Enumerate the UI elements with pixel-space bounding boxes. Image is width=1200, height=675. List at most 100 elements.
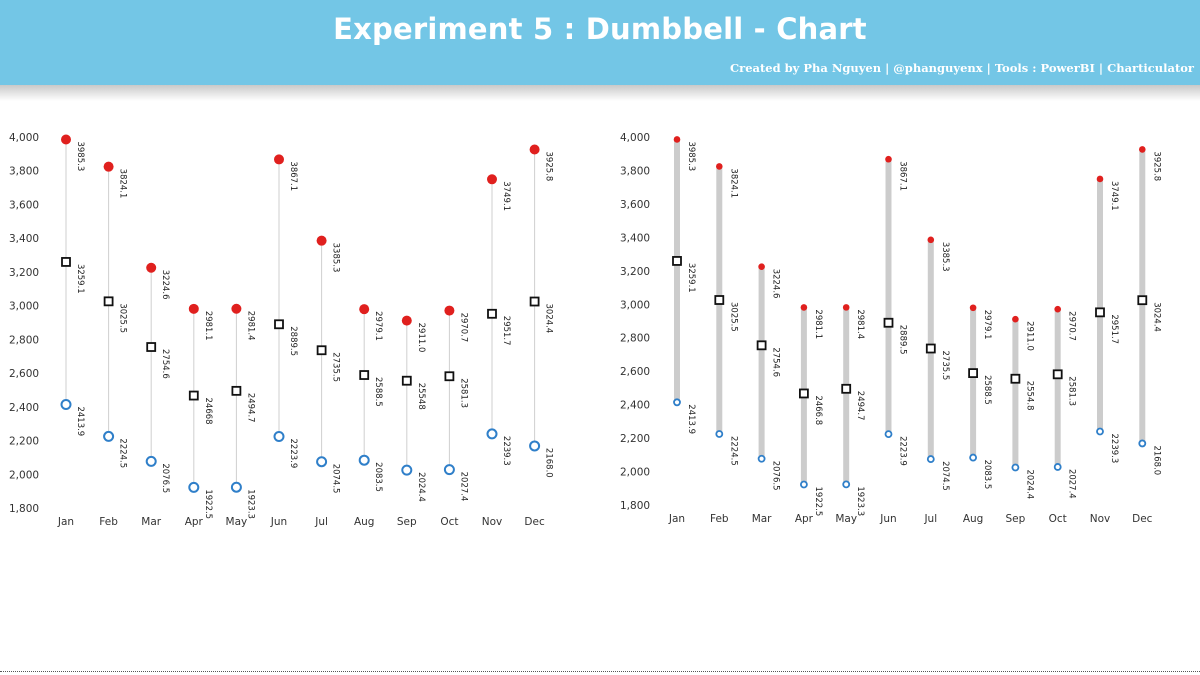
value-label-min: 2083.5 [982,460,992,490]
max-point [716,163,723,170]
min-point [926,455,935,463]
min-point [1053,463,1062,471]
x-tick-label: Mar [752,513,772,525]
value-label-avg: 3024.4 [1151,302,1161,332]
value-label-min: 2239.3 [1109,434,1119,464]
value-label-avg: 2581.3 [1067,376,1077,406]
max-point [758,263,765,271]
value-label-avg: 3259.1 [686,263,696,293]
min-point [358,454,370,466]
min-point [103,430,115,442]
value-label-min: 1923.3 [245,489,255,519]
min-point [188,481,200,493]
value-label-max: 3824.1 [728,168,738,198]
value-label-min: 1922.5 [203,489,213,519]
value-label-max: 2970.7 [1067,311,1077,341]
value-label-max: 2979.1 [373,311,383,341]
x-tick-label: Oct [440,516,458,528]
y-tick-label: 3,600 [620,199,650,211]
value-label-avg: 3025.5 [118,303,128,333]
value-label-min: 2024.4 [1024,469,1034,499]
y-tick-label: 3,200 [9,267,39,279]
dumbbell-chart-thin: 1,800 2,000 2,200 2,400 2,600 2,800 3,000 3,200… [0,120,590,540]
value-label-avg: 2735.5 [940,351,950,381]
value-label-max: 3824.1 [118,169,128,199]
y-tick-label: 2,200 [9,436,39,448]
average-marker [841,383,852,394]
value-label-max: 3867.1 [288,161,298,191]
max-point [231,303,242,314]
min-point [757,454,766,463]
y-tick-label: 3,200 [620,266,650,278]
min-point [884,430,893,438]
min-point [969,453,978,462]
max-point [316,235,327,246]
x-tick-label: Feb [99,516,118,528]
max-point [529,144,540,155]
value-label-max: 3985.3 [75,141,85,171]
value-label-min: 2239.3 [501,436,511,466]
y-tick-label: 4,000 [620,132,650,144]
value-label-avg: 24668 [203,398,213,425]
dumbbell-chart-thick: 1,800 2,000 2,200 2,400 2,600 2,800 3,000 3,200… [610,120,1200,540]
x-tick-label: Nov [482,516,503,528]
value-label-max: 2981.1 [203,311,213,341]
min-point [486,428,498,440]
max-point [800,304,808,311]
value-label-min: 2074.5 [331,464,341,494]
value-label-avg: 2951.7 [1109,314,1119,344]
average-marker [1095,307,1105,318]
y-tick-label: 3,600 [9,199,39,211]
average-marker [401,375,412,386]
average-marker [798,388,809,399]
min-point [316,456,328,468]
average-marker [925,343,936,354]
average-marker [146,342,157,352]
value-label-avg: 3024.4 [544,304,554,334]
y-tick-label: 3,800 [9,166,39,178]
min-point [1096,427,1104,436]
x-tick-label: Jan [57,516,74,528]
max-point [487,174,497,185]
max-point [1012,315,1019,323]
max-point [401,315,412,326]
chart-canvas-thick: 1,800 2,000 2,200 2,400 2,600 2,800 3,000 3,200… [620,132,1161,525]
value-label-min: 2224.5 [728,436,738,466]
header-banner: Experiment 5 : Dumbbell - Chart Created … [0,0,1200,85]
x-tick-label: Dec [524,516,545,528]
value-label-max: 3749.1 [1109,181,1119,211]
min-point [529,440,541,452]
bottom-border [0,671,1200,672]
min-point [443,464,455,476]
value-label-max: 2981.1 [813,309,823,339]
average-marker [103,296,114,307]
x-tick-label: Aug [354,516,375,528]
max-point [969,304,977,312]
average-marker [756,340,767,351]
value-label-min: 2223.9 [288,439,298,469]
value-label-min: 2024.4 [416,472,426,502]
x-tick-label: Feb [710,513,729,525]
max-point [1096,175,1104,183]
value-label-min: 2083.5 [373,462,383,492]
value-label-max: 3224.6 [771,269,781,299]
min-point [799,480,808,489]
value-label-avg: 2951.7 [501,316,511,346]
x-tick-label: Oct [1049,513,1067,525]
max-point [444,305,455,316]
y-tick-label: 4,000 [9,132,39,144]
value-label-max: 3985.3 [686,141,696,171]
max-point [146,262,157,273]
min-point [230,481,242,493]
value-label-max: 2981.4 [855,309,865,339]
y-tick-label: 3,000 [9,301,39,313]
max-point [885,155,892,163]
x-tick-label: May [226,516,248,528]
max-point [61,134,71,145]
value-label-max: 2911.0 [416,323,426,353]
value-label-avg: 2588.5 [373,377,383,407]
min-point [1011,463,1020,472]
min-point [715,430,724,438]
max-point [927,236,935,244]
x-tick-label: Jun [879,513,896,525]
